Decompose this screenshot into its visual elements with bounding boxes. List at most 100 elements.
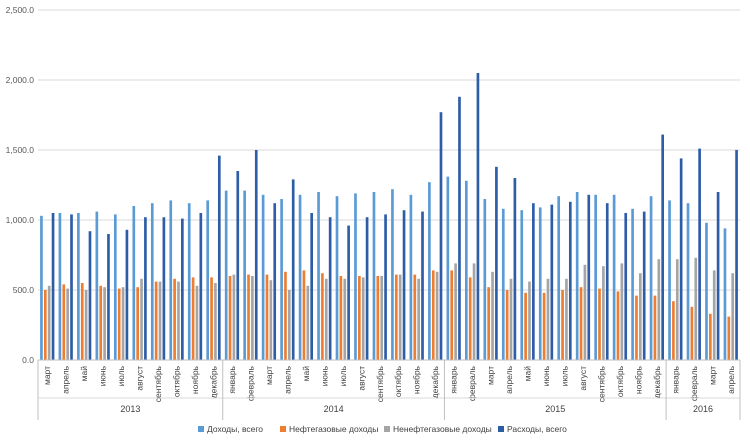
year-label: 2013 (120, 404, 140, 414)
bar (487, 287, 491, 360)
x-tick-label: ноябрь (190, 365, 200, 394)
bar (727, 316, 731, 360)
bar (243, 190, 246, 360)
bar (43, 290, 47, 360)
year-label: 2016 (693, 404, 713, 414)
legend-swatch (384, 426, 390, 432)
bar (657, 259, 661, 360)
bar (199, 213, 203, 360)
bar (705, 222, 708, 360)
bar (324, 278, 328, 360)
x-tick-label: октябрь (172, 365, 182, 397)
bar (509, 278, 513, 360)
x-tick-label: февраль (245, 365, 255, 401)
bar (47, 285, 51, 360)
bar (631, 208, 634, 360)
x-tick-label: июнь (541, 365, 551, 386)
bar (391, 189, 394, 360)
year-label: 2014 (324, 404, 344, 414)
x-tick-label: апрель (282, 365, 292, 393)
bar (679, 158, 683, 360)
bar (40, 215, 43, 360)
bar (228, 276, 232, 360)
bar (458, 96, 461, 361)
bar (505, 290, 509, 360)
bar (413, 274, 417, 360)
bar (121, 287, 125, 360)
x-tick-label: декабрь (430, 365, 440, 398)
x-tick-label: январь (227, 365, 237, 393)
bar (310, 213, 314, 360)
x-tick-label: июль (116, 365, 126, 386)
x-tick-label: октябрь (393, 365, 403, 397)
x-tick-label: ноябрь (412, 365, 422, 394)
x-tick-label: январь (449, 365, 459, 393)
bar (501, 208, 505, 360)
legend-label: Нефтегазовые доходы (289, 424, 378, 434)
bar (150, 203, 154, 360)
bar (261, 194, 265, 360)
bar (446, 176, 450, 360)
bar (232, 274, 236, 360)
bar (376, 276, 380, 360)
bar (136, 287, 140, 360)
bar (113, 214, 117, 360)
legend-label: Расходы, всего (507, 424, 567, 434)
x-tick-label: апрель (726, 365, 736, 393)
y-tick-label: 2,000.0 (6, 75, 35, 85)
bar (495, 166, 498, 360)
bar (354, 193, 357, 360)
bar (642, 211, 646, 360)
x-tick-label: декабрь (209, 365, 219, 398)
bar (217, 155, 221, 360)
bar (51, 213, 55, 360)
bar (328, 217, 332, 360)
x-tick-label: март (486, 366, 496, 385)
y-tick-label: 1,500.0 (6, 145, 35, 155)
bar (712, 270, 716, 360)
bar (542, 292, 546, 360)
bar (439, 112, 443, 360)
bar (58, 213, 62, 360)
bar (546, 278, 550, 360)
bar (716, 192, 720, 360)
x-tick-label: июль (338, 365, 348, 386)
x-tick-label: февраль (689, 365, 699, 401)
bar (236, 171, 240, 360)
y-tick-label: 500.0 (13, 285, 35, 295)
bar (365, 217, 369, 360)
bar (343, 278, 347, 360)
bar (723, 228, 727, 360)
x-tick-label: июнь (319, 365, 329, 386)
bar (173, 278, 176, 360)
bar (214, 283, 217, 360)
bar (450, 270, 454, 360)
bar (538, 207, 542, 360)
bar (668, 200, 671, 360)
bar (361, 277, 365, 360)
x-tick-label: май (301, 366, 311, 382)
bar (675, 259, 679, 360)
x-tick-label: август (135, 366, 145, 391)
bar (616, 291, 620, 360)
bar (694, 257, 698, 360)
x-tick-label: октябрь (615, 365, 625, 397)
x-tick-label: март (707, 366, 717, 385)
bar (298, 194, 302, 360)
bar (635, 295, 638, 360)
x-tick-label: май (79, 366, 89, 382)
bar (99, 285, 103, 360)
x-tick-label: ноябрь (633, 365, 643, 394)
bar (583, 264, 587, 360)
bar (638, 273, 642, 360)
x-tick-label: январь (670, 365, 680, 393)
bar (321, 273, 324, 360)
bar (210, 277, 213, 360)
bar (686, 203, 690, 360)
bar (454, 263, 457, 360)
bar (428, 182, 431, 360)
bar (698, 148, 701, 360)
y-tick-label: 2,500.0 (6, 5, 35, 15)
bar (598, 288, 601, 360)
